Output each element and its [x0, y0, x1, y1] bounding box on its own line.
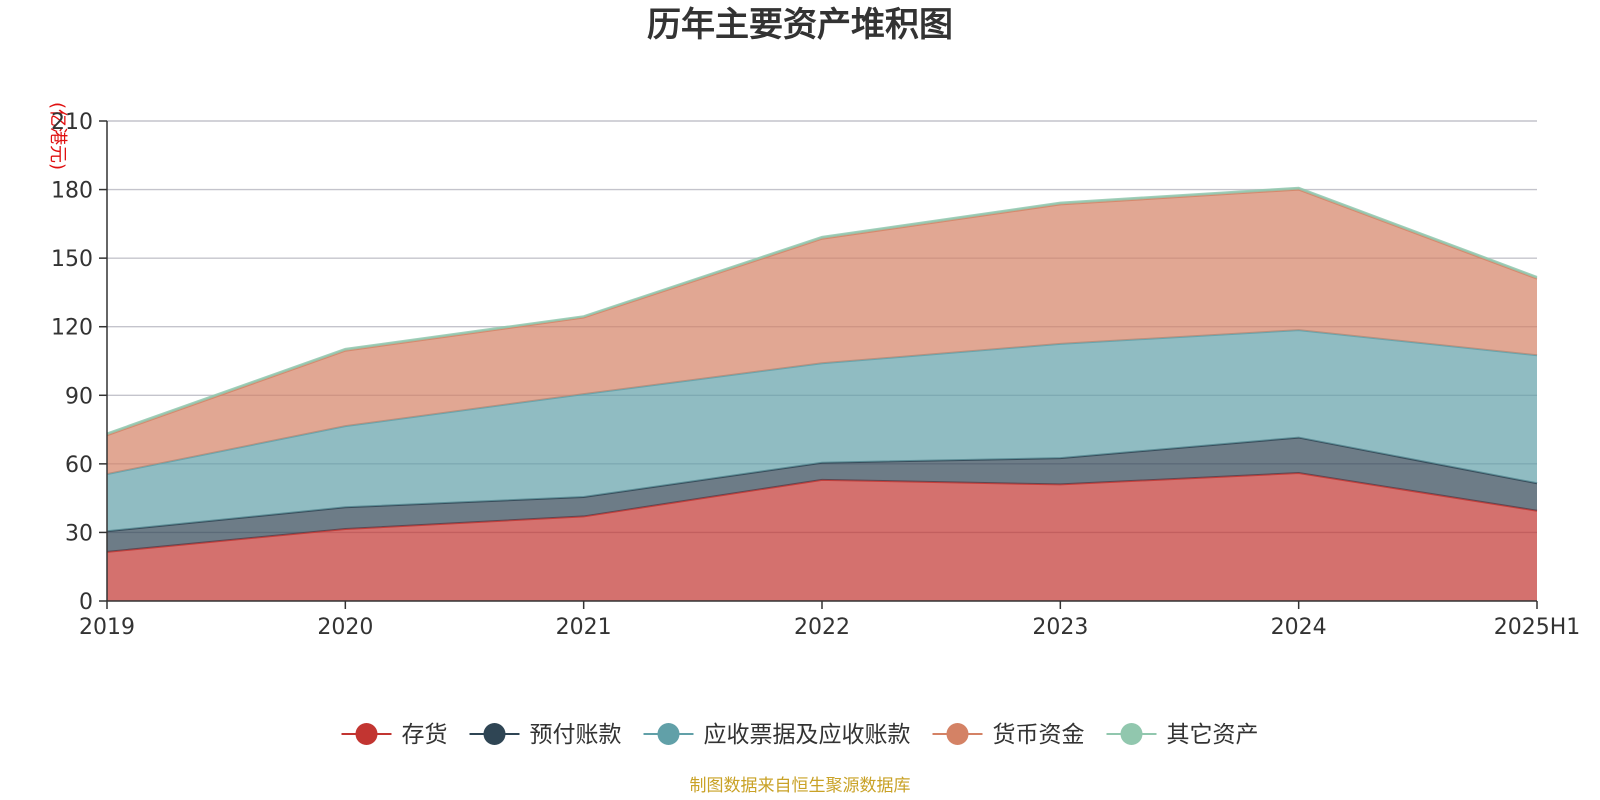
legend-item-1[interactable]: 预付账款	[469, 722, 622, 748]
y-tick-label-7: 210	[51, 110, 93, 135]
chart-title: 历年主要资产堆积图	[647, 5, 953, 45]
legend-marker-2	[657, 723, 680, 745]
y-tick-label-6: 180	[51, 179, 93, 204]
legend-marker-3	[946, 723, 969, 745]
y-tick-label-1: 30	[65, 521, 93, 546]
source-note: 制图数据来自恒生聚源数据库	[690, 776, 911, 796]
area-series	[106, 186, 1538, 601]
area-series-1	[107, 437, 1537, 552]
y-tick-label-2: 60	[65, 453, 93, 478]
y-tick-label-3: 90	[65, 384, 93, 409]
legend-item-2[interactable]: 应收票据及应收账款	[643, 722, 911, 748]
area-series-0	[107, 473, 1537, 601]
y-axis-unit-label: (亿港元)	[47, 102, 68, 170]
legend-label-4: 其它资产	[1167, 722, 1259, 748]
x-tick-label-3: 2022	[794, 615, 850, 640]
legend: 存货 预付账款 应收票据及应收账款 货币资金 其它资产	[341, 722, 1259, 748]
legend-item-3[interactable]: 货币资金	[932, 722, 1085, 748]
legend-marker-1	[483, 723, 506, 745]
x-tick-label-6: 2025H1	[1494, 615, 1581, 640]
legend-label-0: 存货	[402, 722, 448, 748]
legend-marker-0	[355, 723, 378, 745]
y-tick-label-0: 0	[79, 590, 93, 615]
area-series-2	[107, 330, 1537, 532]
legend-item-0[interactable]: 存货	[341, 722, 448, 748]
x-tick-label-4: 2023	[1032, 615, 1088, 640]
legend-item-4[interactable]: 其它资产	[1106, 722, 1259, 748]
x-tick-label-1: 2020	[317, 615, 373, 640]
legend-marker-4	[1120, 723, 1143, 745]
y-tick-label-5: 150	[51, 247, 93, 272]
axes: 0 30 60 90 120 150 180 210 2019 2020 2021 2022 2023 2…	[51, 110, 1580, 640]
x-tick-label-5: 2024	[1271, 615, 1327, 640]
area-series-3	[107, 189, 1537, 475]
y-tick-label-4: 120	[51, 316, 93, 341]
x-tick-label-2: 2021	[556, 615, 612, 640]
legend-label-2: 应收票据及应收账款	[704, 722, 911, 748]
x-tick-label-0: 2019	[79, 615, 135, 640]
legend-label-1: 预付账款	[530, 722, 622, 748]
legend-label-3: 货币资金	[993, 722, 1085, 748]
series-line-4	[106, 186, 1538, 435]
